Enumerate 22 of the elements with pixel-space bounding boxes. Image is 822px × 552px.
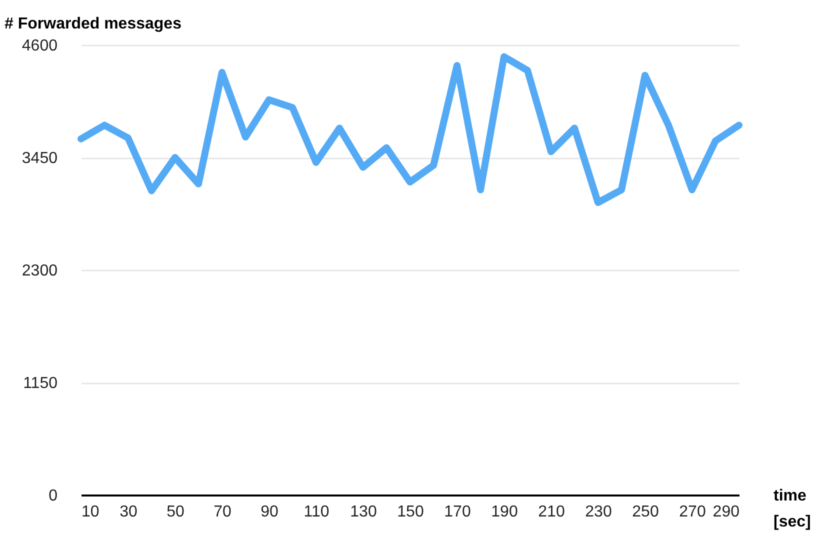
x-tick-label: 210 xyxy=(538,504,565,520)
x-tick-label: 270 xyxy=(679,504,706,520)
x-tick-label: 130 xyxy=(350,504,377,520)
y-tick-label: 1150 xyxy=(23,375,58,392)
x-tick-label: 90 xyxy=(260,504,278,520)
y-tick-label: 0 xyxy=(48,488,58,504)
x-tick-label: 170 xyxy=(444,504,471,520)
x-tick-label: 190 xyxy=(491,504,518,520)
x-tick-label: 290 xyxy=(712,504,740,520)
x-axis-title: time [sec] xyxy=(774,488,811,530)
y-axis-title: # Forwarded messages xyxy=(4,16,182,32)
y-tick-label: 4600 xyxy=(22,38,58,54)
x-tick-label: 230 xyxy=(585,504,612,520)
x-tick-label: 10 xyxy=(82,504,100,520)
y-tick-label: 3450 xyxy=(22,150,58,167)
x-tick-label: 250 xyxy=(632,504,659,520)
x-tick-label: 50 xyxy=(166,504,184,520)
y-tick-label: 2300 xyxy=(22,262,58,280)
x-tick-label: 30 xyxy=(120,504,138,520)
x-tick-label: 70 xyxy=(214,504,232,520)
x-tick-label: 150 xyxy=(397,504,424,520)
x-tick-label: 110 xyxy=(304,504,330,520)
